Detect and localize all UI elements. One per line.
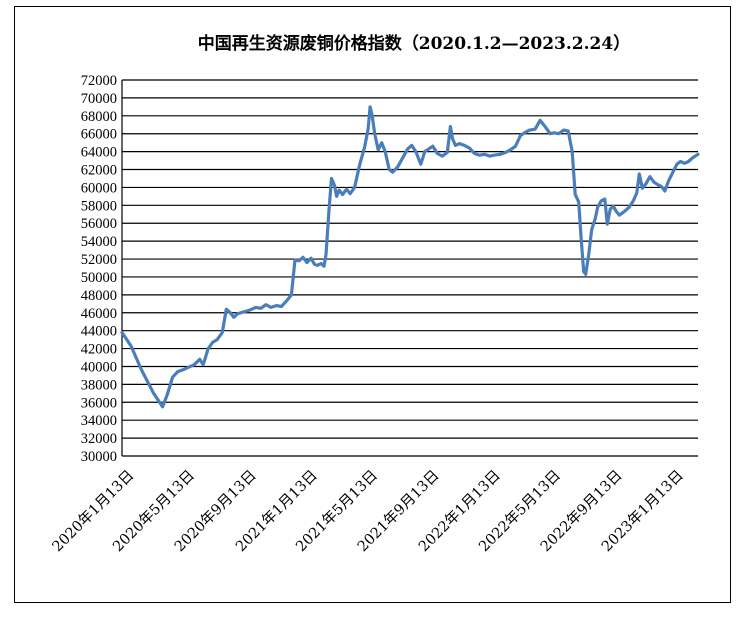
y-tick-label: 32000 (81, 431, 117, 447)
y-tick-label: 34000 (81, 413, 117, 429)
y-tick-label: 40000 (81, 359, 117, 375)
y-tick-label: 52000 (81, 252, 117, 268)
y-tick-label: 56000 (81, 216, 117, 232)
y-tick-label: 68000 (81, 109, 117, 125)
y-tick-label: 38000 (81, 377, 117, 393)
y-tick-label: 54000 (81, 234, 117, 250)
y-tick-label: 30000 (81, 449, 117, 465)
series-line (120, 105, 700, 409)
y-tick-label: 72000 (81, 73, 117, 89)
y-tick-label: 66000 (81, 127, 117, 143)
chart-title: 中国再生资源废铜价格指数（2020.1.2—2023.2.24） (198, 33, 630, 54)
y-tick-label: 70000 (81, 91, 117, 107)
y-tick-label: 58000 (81, 198, 117, 214)
y-tick-label: 44000 (81, 324, 117, 340)
chart-frame: 中国再生资源废铜价格指数（2020.1.2—2023.2.24） 30000 32… (14, 6, 731, 603)
chart-svg: 中国再生资源废铜价格指数（2020.1.2—2023.2.24） 30000 32… (49, 33, 700, 555)
series-layer (120, 105, 700, 409)
y-tick-label: 42000 (81, 342, 117, 358)
y-tick-label: 64000 (81, 145, 117, 161)
x-axis-tick-labels: 2020年1月13日2020年5月13日2020年9月13日2021年1月13日… (49, 467, 687, 555)
axes (121, 80, 698, 457)
grid-lines (122, 79, 698, 439)
y-tick-label: 36000 (81, 395, 117, 411)
y-tick-label: 50000 (81, 270, 117, 286)
y-tick-label: 60000 (81, 180, 117, 196)
y-tick-label: 48000 (81, 288, 117, 304)
y-tick-label: 62000 (81, 163, 117, 179)
y-tick-label: 46000 (81, 306, 117, 322)
